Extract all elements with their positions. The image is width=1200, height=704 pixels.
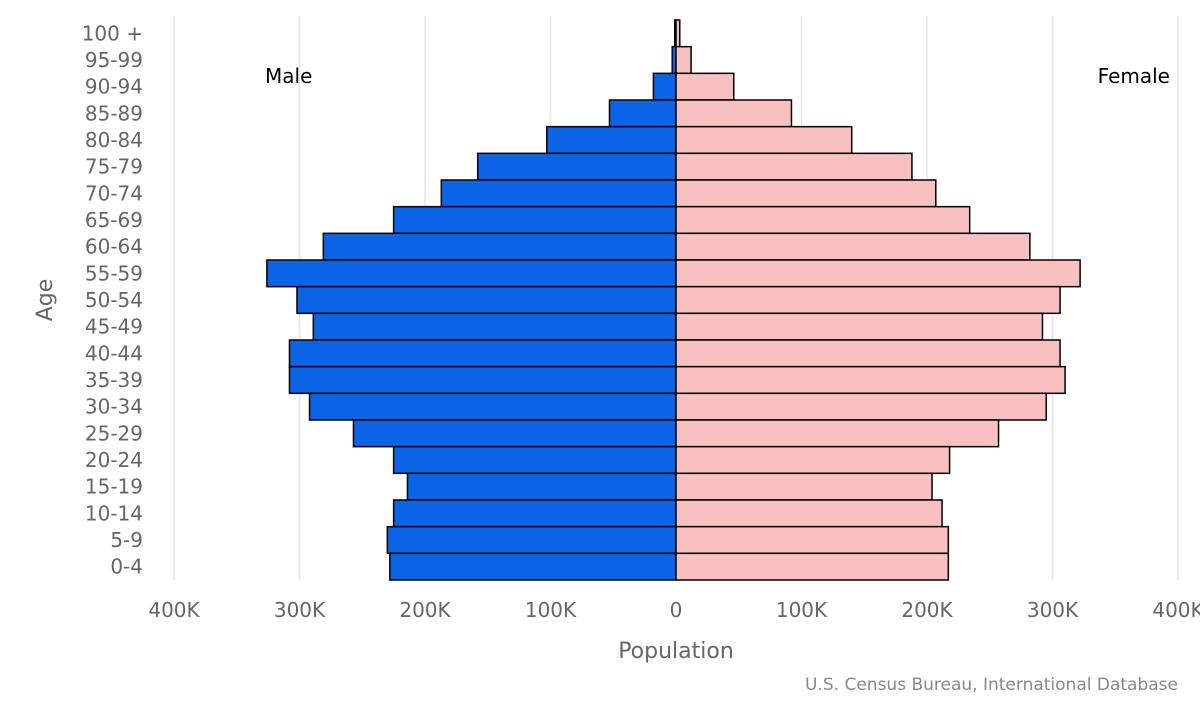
x-axis-title: Population	[618, 639, 734, 664]
female-bar	[675, 525, 950, 555]
y-tick-label: 80-84	[85, 128, 143, 152]
female-bar	[675, 339, 1061, 368]
male-bar	[266, 259, 677, 288]
y-tick-label: 30-34	[85, 395, 143, 419]
male-bar	[352, 419, 677, 448]
y-tick-label: 100 +	[82, 21, 143, 45]
y-tick-label: 15-19	[85, 475, 143, 499]
male-bar	[308, 392, 677, 421]
female-label: Female	[1098, 64, 1170, 88]
female-bar	[675, 125, 853, 155]
y-tick-label: 60-64	[85, 235, 143, 259]
female-bar	[675, 285, 1061, 315]
male-label: Male	[265, 64, 312, 88]
female-bar	[675, 45, 692, 75]
male-bar	[288, 339, 677, 368]
female-bar	[675, 72, 735, 101]
y-tick-label: 50-54	[85, 288, 143, 312]
female-bar	[675, 179, 937, 208]
male-bar	[545, 125, 677, 155]
x-tick-label: 400K	[1152, 598, 1200, 622]
female-bar	[675, 499, 943, 528]
female-bar	[675, 19, 681, 48]
x-tick-label: 300K	[1027, 598, 1079, 622]
female-bar	[675, 392, 1047, 421]
x-tick-label: 100K	[776, 598, 828, 622]
male-bar	[386, 525, 677, 555]
y-tick-label: 65-69	[85, 208, 143, 232]
y-tick-label: 25-29	[85, 421, 143, 445]
y-tick-label: 10-14	[85, 501, 143, 525]
y-axis-title: Age	[33, 279, 58, 322]
y-tick-label: 20-24	[85, 448, 143, 472]
female-bar	[675, 419, 1000, 448]
female-bar	[675, 472, 933, 501]
male-bar	[392, 205, 677, 235]
source-credit: U.S. Census Bureau, International Databa…	[805, 675, 1178, 695]
y-tick-label: 0-4	[110, 555, 143, 579]
y-tick-label: 35-39	[85, 368, 143, 392]
x-tick-label: 200K	[901, 598, 953, 622]
male-bar	[322, 232, 677, 261]
x-tick-label: 100K	[525, 598, 577, 622]
x-tick-label: 300K	[274, 598, 326, 622]
male-bar	[392, 499, 677, 528]
male-bar	[392, 445, 677, 475]
y-tick-label: 75-79	[85, 155, 143, 179]
y-tick-label: 45-49	[85, 315, 143, 339]
female-bar	[675, 232, 1031, 261]
male-bar	[406, 472, 677, 501]
y-tick-label: 85-89	[85, 101, 143, 125]
y-tick-label: 5-9	[110, 528, 143, 552]
female-bar	[675, 552, 950, 581]
female-bar	[675, 259, 1081, 288]
x-tick-label: 200K	[399, 598, 451, 622]
x-tick-labels: 400K 300K 200K 100K 0 100K 200K 300K 400K	[148, 598, 1200, 622]
male-bar	[296, 285, 677, 315]
female-bar	[675, 205, 971, 235]
male-bar	[288, 365, 677, 395]
female-bar	[675, 152, 913, 181]
y-tick-label: 55-59	[85, 261, 143, 285]
y-tick-label: 40-44	[85, 341, 143, 365]
female-bar	[675, 365, 1066, 395]
female-bar	[675, 312, 1044, 341]
x-tick-label: 400K	[148, 598, 200, 622]
y-tick-label: 70-74	[85, 181, 143, 205]
female-bar	[675, 445, 951, 475]
male-bar	[608, 99, 677, 128]
x-tick-label: 0	[670, 598, 683, 622]
male-bar	[652, 72, 677, 101]
male-bar	[440, 179, 677, 208]
y-tick-label: 90-94	[85, 75, 143, 99]
male-bar	[389, 552, 677, 581]
bars	[266, 19, 1081, 581]
y-tick-label: 95-99	[85, 48, 143, 72]
female-bar	[675, 99, 793, 128]
male-bar	[476, 152, 677, 181]
male-bar	[312, 312, 677, 341]
